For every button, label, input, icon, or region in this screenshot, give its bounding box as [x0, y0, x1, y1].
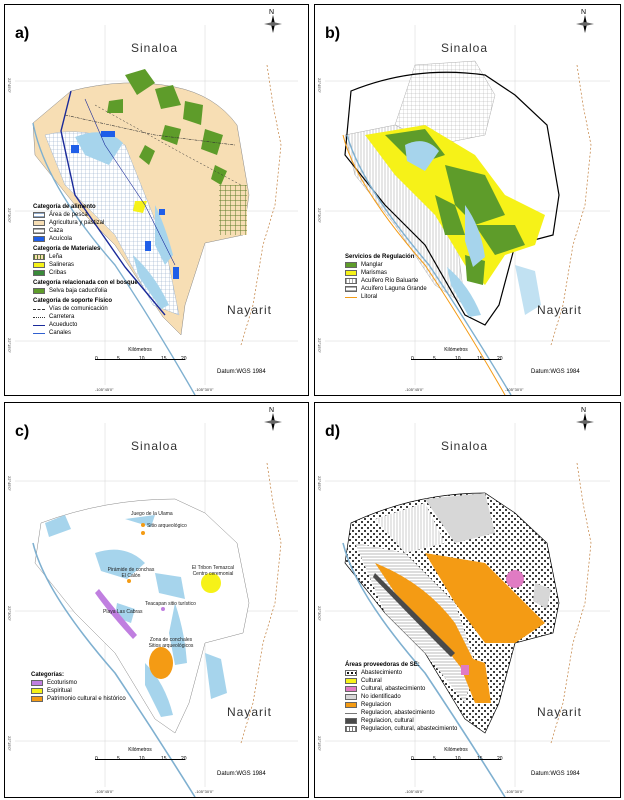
map-d [325, 423, 610, 797]
grid-lon-label: -105°30'0" [505, 387, 524, 392]
state-south-label: Nayarit [227, 705, 273, 719]
annotation-tribon: El Tribon Temazcal Centro ceremonial [191, 565, 235, 577]
state-south-label: Nayarit [227, 303, 273, 317]
panel-a: a) Sinaloa Nayarit N Categoría de alimen… [4, 4, 309, 396]
grid-lat-label: 22°45'0" [7, 78, 12, 93]
annotation-teacapan: Teacapan sitio turístico [145, 601, 196, 607]
grid-lon-label: -105°30'0" [195, 789, 214, 794]
datum-label-a: Datum:WGS 1984 [217, 369, 266, 375]
annotation-piramide: Pirámide de conchas El Calón [107, 567, 155, 579]
annotation-playa: Playa Las Cabras [103, 609, 143, 615]
scale-bar-a: Kilómetros 0 5 10 15 20 [95, 347, 187, 362]
map-c [15, 423, 298, 797]
panel-b: b) Sinaloa Nayarit N Servicios de Regula… [314, 4, 621, 396]
panel-b-label: b) [325, 25, 341, 42]
grid-lon-label: -105°30'0" [505, 789, 524, 794]
scale-bar-d: Kilómetros 0 5 10 15 20 [411, 747, 503, 762]
north-arrow-icon: N [574, 407, 596, 435]
map-b [325, 25, 610, 395]
state-north-label: Sinaloa [131, 41, 179, 55]
grid-lat-label: 22°15'0" [7, 338, 12, 353]
datum-label-c: Datum:WGS 1984 [217, 771, 266, 777]
north-arrow-icon: N [574, 9, 596, 37]
grid-lon-label: -105°45'0" [405, 387, 424, 392]
legend-c: Categorías: Ecoturismo Espiritual Patrim… [31, 672, 126, 702]
grid-lat-label: 22°45'0" [317, 78, 322, 93]
datum-label-b: Datum:WGS 1984 [531, 369, 580, 375]
north-arrow-icon: N [262, 407, 284, 435]
legend-a: Categoría de alimento Área de pesca Agri… [33, 204, 138, 336]
grid-lat-label: 22°45'0" [317, 476, 322, 491]
grid-lat-label: 22°45'0" [7, 476, 12, 491]
map-a [15, 25, 298, 395]
grid-lat-label: 22°30'0" [317, 606, 322, 621]
grid-lon-label: -105°45'0" [405, 789, 424, 794]
panel-c-label: c) [15, 423, 30, 440]
panel-d-label: d) [325, 423, 341, 440]
annotation-sitio: Sitio arqueológico [147, 523, 187, 529]
legend-b: Servicios de Regulación Manglar Marismas… [345, 254, 427, 300]
grid-lon-label: -105°30'0" [195, 387, 214, 392]
state-north-label: Sinaloa [441, 439, 489, 453]
state-south-label: Nayarit [537, 303, 583, 317]
grid-lon-label: -105°45'0" [95, 387, 114, 392]
grid-lat-label: 22°15'0" [7, 736, 12, 751]
state-north-label: Sinaloa [441, 41, 489, 55]
north-arrow-icon: N [262, 9, 284, 37]
grid-lon-label: -105°45'0" [95, 789, 114, 794]
grid-lat-label: 22°15'0" [317, 338, 322, 353]
datum-label-d: Datum:WGS 1984 [531, 771, 580, 777]
annotation-juego: Juego de la Ulama [131, 511, 173, 517]
grid-lat-label: 22°15'0" [317, 736, 322, 751]
scale-bar-c: Kilómetros 0 5 10 15 20 [95, 747, 187, 762]
scale-bar-b: Kilómetros 0 5 10 15 20 [411, 347, 503, 362]
legend-d: Áreas proveedoras de SE: Abastecimiento … [345, 662, 458, 732]
panel-d: d) Sinaloa Nayarit N Áreas proveedoras d… [314, 402, 621, 798]
state-south-label: Nayarit [537, 705, 583, 719]
grid-lat-label: 22°30'0" [7, 606, 12, 621]
grid-lat-label: 22°30'0" [317, 208, 322, 223]
panel-a-label: a) [15, 25, 30, 42]
panel-c: c) Sinaloa Nayarit N Juego de la Ulama S… [4, 402, 309, 798]
grid-lat-label: 22°30'0" [7, 208, 12, 223]
annotation-zona: Zona de conchales Sitios arqueológicos [148, 637, 194, 649]
state-north-label: Sinaloa [131, 439, 179, 453]
